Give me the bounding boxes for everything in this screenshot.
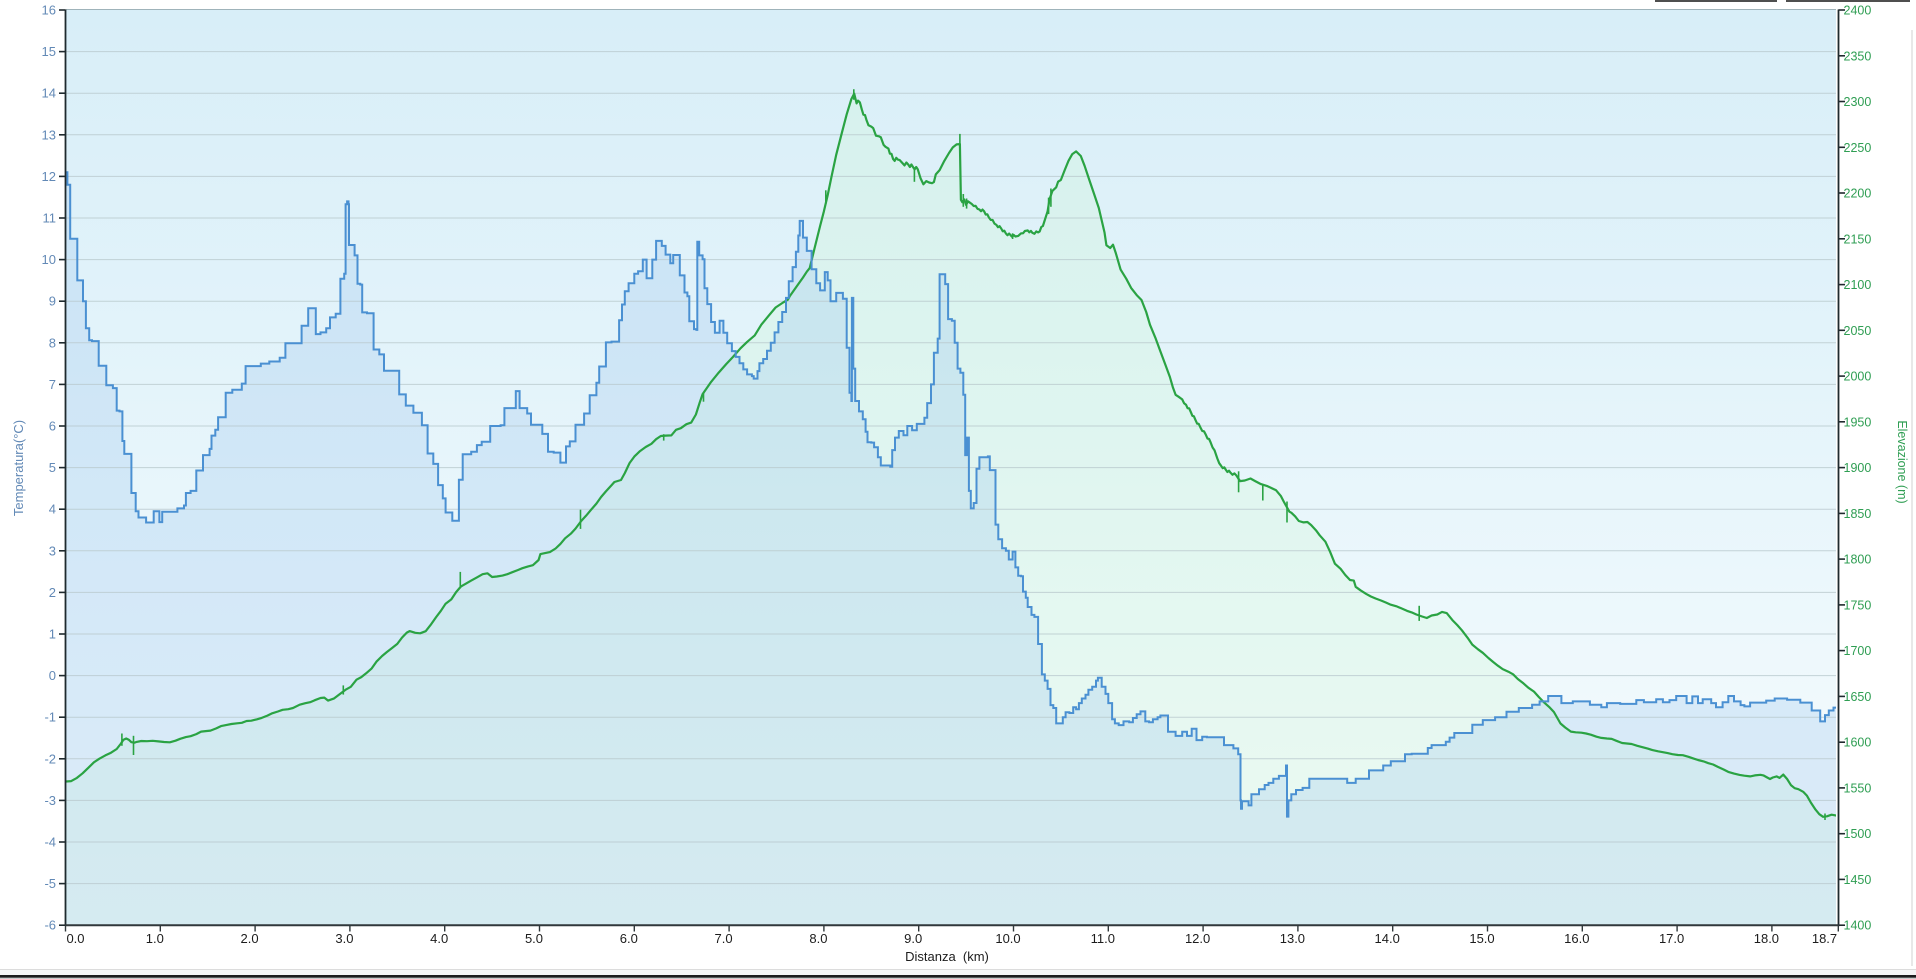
svg-text:1850: 1850	[1844, 507, 1872, 521]
svg-text:Elevazione (m): Elevazione (m)	[1895, 420, 1909, 503]
svg-text:3.0: 3.0	[335, 931, 353, 946]
svg-text:1500: 1500	[1844, 827, 1872, 841]
svg-text:1400: 1400	[1844, 919, 1872, 933]
svg-text:2250: 2250	[1844, 141, 1872, 155]
svg-text:2.0: 2.0	[241, 931, 259, 946]
svg-text:1550: 1550	[1844, 781, 1872, 795]
svg-text:2400: 2400	[1844, 4, 1872, 18]
svg-text:1900: 1900	[1844, 461, 1872, 475]
svg-text:16.0: 16.0	[1564, 931, 1589, 946]
svg-text:13.0: 13.0	[1280, 931, 1305, 946]
svg-text:4: 4	[49, 502, 56, 517]
svg-text:10.0: 10.0	[995, 931, 1020, 946]
svg-text:2100: 2100	[1844, 278, 1872, 292]
svg-text:0.0: 0.0	[66, 931, 84, 946]
svg-text:1800: 1800	[1844, 553, 1872, 567]
svg-text:2050: 2050	[1844, 324, 1872, 338]
svg-text:-2: -2	[44, 751, 56, 766]
svg-text:12.0: 12.0	[1185, 931, 1210, 946]
svg-text:1950: 1950	[1844, 415, 1872, 429]
svg-text:1: 1	[49, 627, 56, 642]
svg-text:6: 6	[49, 419, 56, 434]
svg-text:18.0: 18.0	[1754, 931, 1779, 946]
svg-text:8.0: 8.0	[809, 931, 827, 946]
svg-text:5: 5	[49, 460, 56, 475]
svg-text:2350: 2350	[1844, 49, 1872, 63]
svg-text:11: 11	[43, 211, 57, 226]
svg-text:-3: -3	[44, 793, 56, 808]
svg-text:-1: -1	[44, 710, 56, 725]
svg-text:-5: -5	[44, 876, 56, 891]
svg-text:12: 12	[42, 169, 56, 184]
svg-text:2300: 2300	[1844, 95, 1872, 109]
svg-text:1450: 1450	[1844, 873, 1872, 887]
svg-text:5.0: 5.0	[525, 931, 543, 946]
svg-text:8: 8	[49, 335, 56, 350]
svg-text:Temperatura(°C): Temperatura(°C)	[11, 420, 26, 516]
svg-text:10: 10	[42, 252, 56, 267]
svg-text:7: 7	[49, 377, 56, 392]
svg-text:0: 0	[49, 668, 56, 683]
svg-text:1750: 1750	[1844, 598, 1872, 612]
svg-text:9: 9	[49, 294, 56, 309]
svg-text:14: 14	[42, 86, 56, 101]
svg-text:2200: 2200	[1844, 187, 1872, 201]
svg-text:1700: 1700	[1844, 644, 1872, 658]
svg-text:1.0: 1.0	[146, 931, 164, 946]
svg-text:-6: -6	[44, 918, 56, 933]
svg-text:9.0: 9.0	[904, 931, 922, 946]
svg-text:-4: -4	[44, 835, 56, 850]
svg-text:4.0: 4.0	[430, 931, 448, 946]
svg-text:11.0: 11.0	[1091, 931, 1115, 946]
svg-text:13: 13	[42, 127, 56, 142]
svg-text:2150: 2150	[1844, 232, 1872, 246]
svg-text:1600: 1600	[1844, 736, 1872, 750]
svg-text:6.0: 6.0	[620, 931, 638, 946]
svg-text:18.7: 18.7	[1812, 931, 1837, 946]
svg-text:2: 2	[49, 585, 56, 600]
svg-text:14.0: 14.0	[1375, 931, 1400, 946]
svg-text:1650: 1650	[1844, 690, 1872, 704]
svg-text:7.0: 7.0	[715, 931, 733, 946]
svg-text:15: 15	[42, 44, 56, 59]
svg-text:2000: 2000	[1844, 370, 1872, 384]
svg-text:Distanza (km): Distanza (km)	[905, 949, 989, 964]
svg-text:16: 16	[42, 3, 56, 18]
svg-text:15.0: 15.0	[1469, 931, 1494, 946]
svg-text:3: 3	[49, 543, 56, 558]
svg-text:17.0: 17.0	[1659, 931, 1684, 946]
